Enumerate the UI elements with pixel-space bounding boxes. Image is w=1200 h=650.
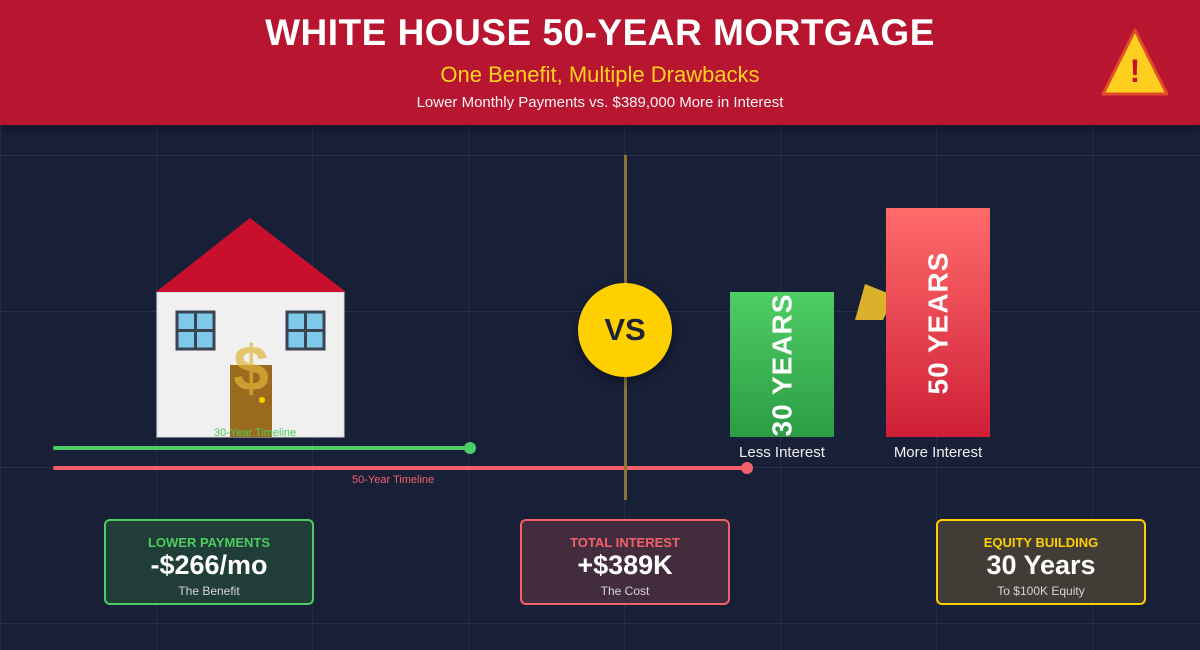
timeline-50-end-dot bbox=[741, 462, 753, 474]
header-banner: WHITE HOUSE 50-YEAR MORTGAGE One Benefit… bbox=[0, 0, 1200, 125]
card-payments-label: LOWER PAYMENTS bbox=[147, 535, 271, 550]
bar-30-label: 30 YEARS bbox=[766, 293, 798, 436]
timeline-30-bar bbox=[53, 446, 471, 450]
bar-30-caption: Less Interest bbox=[739, 444, 825, 461]
door-icon bbox=[230, 365, 272, 437]
card-total-interest: TOTAL INTEREST +$389K The Cost bbox=[520, 519, 730, 605]
timeline-30-end-dot bbox=[464, 442, 476, 454]
card-equity-value: 30 Years bbox=[986, 550, 1096, 580]
vs-badge: VS bbox=[578, 283, 672, 377]
timeline-50-label: 50-Year Timeline bbox=[352, 474, 435, 486]
window-left-icon bbox=[175, 310, 216, 351]
card-payments-note: The Benefit bbox=[178, 584, 240, 598]
card-interest-value: +$389K bbox=[577, 550, 673, 580]
page-subtitle: One Benefit, Multiple Drawbacks bbox=[440, 62, 760, 87]
bar-50-label: 50 YEARS bbox=[922, 251, 954, 394]
card-equity-label: EQUITY BUILDING bbox=[983, 535, 1099, 550]
card-lower-payments: LOWER PAYMENTS -$266/mo The Benefit bbox=[104, 519, 314, 605]
window-right-icon bbox=[285, 310, 326, 351]
house-icon: $ bbox=[156, 218, 346, 438]
card-interest-note: The Cost bbox=[600, 584, 650, 598]
timeline-30-label: 30-Year Timeline bbox=[214, 427, 297, 439]
bar-50-caption: More Interest bbox=[893, 444, 983, 461]
card-equity-note: To $100K Equity bbox=[997, 584, 1085, 598]
warning-triangle-icon: ! bbox=[1101, 28, 1169, 96]
page-title: WHITE HOUSE 50-YEAR MORTGAGE bbox=[265, 12, 935, 53]
card-equity-building: EQUITY BUILDING 30 Years To $100K Equity bbox=[936, 519, 1146, 605]
card-interest-label: TOTAL INTEREST bbox=[570, 535, 680, 550]
timeline-50-bar bbox=[53, 466, 748, 470]
bar-50-years: 50 YEARS bbox=[886, 208, 990, 437]
arrow-right-icon bbox=[855, 284, 895, 320]
dollar-sign-icon: $ bbox=[233, 332, 269, 404]
card-payments-value: -$266/mo bbox=[150, 550, 268, 580]
warning-symbol: ! bbox=[1130, 53, 1141, 89]
bar-30-years: 30 YEARS bbox=[730, 292, 834, 437]
page-tagline: Lower Monthly Payments vs. $389,000 More… bbox=[416, 94, 784, 111]
